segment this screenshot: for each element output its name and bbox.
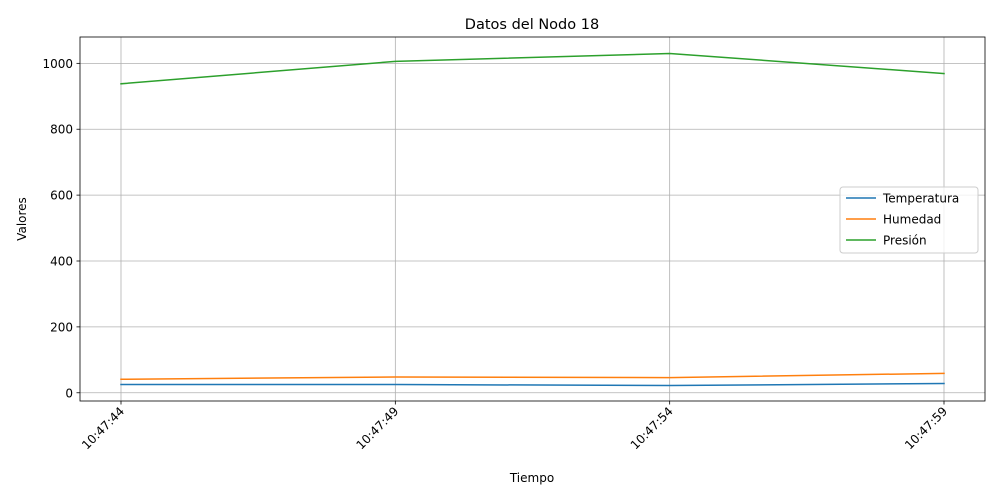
- legend-label: Presión: [883, 234, 927, 248]
- series-line: [120, 372, 945, 381]
- y-tick-label: 1000: [42, 57, 73, 71]
- y-tick-label: 800: [50, 123, 73, 137]
- x-axis-label: Tiempo: [509, 471, 554, 485]
- series-line: [120, 52, 945, 85]
- series-line: [120, 382, 945, 387]
- y-axis-ticks: 0 200 400 600 800 1000: [42, 57, 80, 400]
- y-axis-label: Valores: [15, 197, 29, 241]
- x-tick-label: 10:47:59: [902, 404, 950, 452]
- x-tick-label: 10:47:54: [628, 404, 676, 452]
- x-tick-label: 10:47:44: [79, 404, 127, 452]
- legend-label: Temperatura: [882, 192, 959, 206]
- series-lines: [120, 52, 945, 387]
- y-tick-label: 400: [50, 255, 73, 269]
- y-tick-label: 200: [50, 320, 73, 334]
- legend: Temperatura Humedad Presión: [839, 186, 979, 254]
- x-tick-label: 10:47:49: [353, 404, 401, 452]
- legend-label: Humedad: [883, 213, 941, 227]
- plot-frame: [79, 36, 986, 402]
- legend-box: [839, 186, 979, 254]
- y-tick-label: 600: [50, 189, 73, 203]
- x-axis-ticks: 10:47:44 10:47:49 10:47:54 10:47:59: [79, 401, 950, 452]
- y-tick-label: 0: [65, 386, 73, 400]
- grid-lines: [80, 37, 985, 401]
- chart-title: Datos del Nodo 18: [465, 17, 599, 33]
